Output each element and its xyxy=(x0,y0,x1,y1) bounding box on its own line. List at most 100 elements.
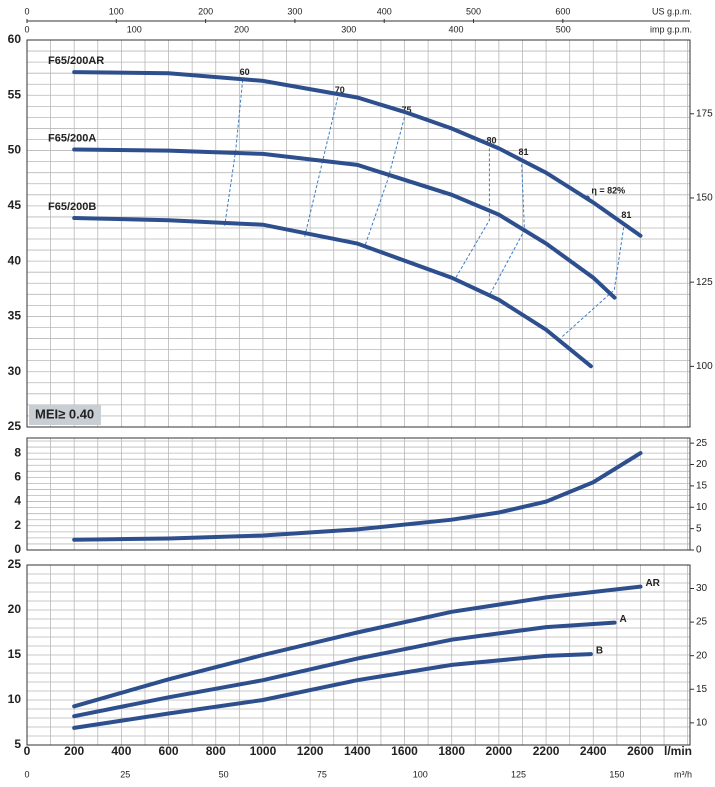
y2-tick-label: 150 xyxy=(696,193,713,204)
x-tick-label: 0 xyxy=(24,24,29,34)
y-tick-label: 15 xyxy=(8,647,22,661)
efficiency-line xyxy=(454,148,490,281)
y2-tick-label: 15 xyxy=(696,481,708,492)
annotation-point xyxy=(584,195,590,201)
curve xyxy=(72,451,643,542)
efficiency-line xyxy=(364,117,405,247)
curve-label: A xyxy=(619,614,626,625)
curve xyxy=(72,584,643,709)
curve-label: F65/200AR xyxy=(48,55,104,67)
y2-tick-label: 15 xyxy=(696,684,708,695)
x-tick-label: 400 xyxy=(111,744,131,758)
curve xyxy=(72,652,593,730)
x-tick-label: 100 xyxy=(413,769,428,779)
x-tick-label: 50 xyxy=(219,769,229,779)
y2-tick-label: 175 xyxy=(696,108,713,119)
x-tick-label: 2000 xyxy=(486,744,513,758)
efficiency-label: 80 xyxy=(486,136,496,146)
x-tick-label: 0 xyxy=(24,6,29,16)
x-tick-label: 300 xyxy=(341,24,356,34)
x-tick-label: 600 xyxy=(159,744,179,758)
curve-label: B xyxy=(596,646,603,657)
efficiency-label: 81 xyxy=(621,210,631,220)
efficiency-label: 70 xyxy=(335,85,345,95)
y2-tick-label: 100 xyxy=(696,361,713,372)
y-tick-label: 25 xyxy=(8,557,22,571)
x-tick-label: 2200 xyxy=(533,744,560,758)
x-tick-label: 125 xyxy=(511,769,526,779)
x-tick-label: 150 xyxy=(609,769,624,779)
y2-tick-label: 20 xyxy=(696,650,708,661)
y-tick-label: 35 xyxy=(8,309,22,323)
x-tick-label: 400 xyxy=(377,6,392,16)
efficiency-line xyxy=(561,222,625,338)
efficiency-label: 81 xyxy=(519,147,529,157)
x-axis-unit: l/min xyxy=(664,744,692,758)
x-tick-label: 2600 xyxy=(627,744,654,758)
curve-label: F65/200A xyxy=(48,132,96,144)
mei-box xyxy=(29,405,101,425)
curve xyxy=(72,147,617,300)
curve xyxy=(72,216,593,369)
panel-frame xyxy=(26,39,691,428)
x-tick-label: 600 xyxy=(555,6,570,16)
y2-tick-label: 0 xyxy=(696,545,702,556)
mei-label: MEI≥ 0.40 xyxy=(35,406,94,421)
panel-background xyxy=(27,40,690,427)
panel-background xyxy=(27,438,690,550)
x-tick-label: 0 xyxy=(24,744,31,758)
y-tick-label: 50 xyxy=(8,143,22,157)
y-tick-label: 20 xyxy=(8,602,22,616)
y2-tick-label: 20 xyxy=(696,459,708,470)
x-tick-label: 100 xyxy=(109,6,124,16)
curve xyxy=(72,620,617,719)
y2-tick-label: 30 xyxy=(696,583,708,594)
x-tick-label: 500 xyxy=(466,6,481,16)
y-tick-label: 10 xyxy=(8,692,22,706)
y-tick-label: 55 xyxy=(8,87,22,101)
x-tick-label: 1600 xyxy=(391,744,418,758)
y2-tick-label: 25 xyxy=(696,438,708,449)
y2-tick-label: 125 xyxy=(696,277,713,288)
y-tick-label: 30 xyxy=(8,364,22,378)
y2-tick-label: 10 xyxy=(696,502,708,513)
x-tick-label: 25 xyxy=(120,769,130,779)
x-tick-label: 800 xyxy=(206,744,226,758)
curve-label: AR xyxy=(645,578,660,589)
x-axis-unit: m³/h xyxy=(674,769,692,779)
panel-frame xyxy=(26,564,691,746)
x-axis-unit: US g.p.m. xyxy=(652,6,692,16)
annotation-label: η = 82% xyxy=(591,185,625,195)
x-tick-label: 2400 xyxy=(580,744,607,758)
panel-frame xyxy=(26,437,691,551)
x-tick-label: 1400 xyxy=(344,744,371,758)
y-tick-label: 25 xyxy=(8,419,22,433)
x-tick-label: 100 xyxy=(127,24,142,34)
x-axis-unit: imp g.p.m. xyxy=(650,24,692,34)
x-tick-label: 1200 xyxy=(297,744,324,758)
y-tick-label: 8 xyxy=(14,445,21,459)
x-tick-label: 200 xyxy=(234,24,249,34)
x-tick-label: 400 xyxy=(449,24,464,34)
x-tick-label: 300 xyxy=(287,6,302,16)
x-tick-label: 200 xyxy=(64,744,84,758)
y-tick-label: 6 xyxy=(14,470,21,484)
y2-tick-label: 25 xyxy=(696,617,708,628)
y-tick-label: 40 xyxy=(8,253,22,267)
y2-tick-label: 10 xyxy=(696,717,708,728)
x-tick-label: 1000 xyxy=(250,744,277,758)
x-tick-label: 0 xyxy=(24,769,29,779)
y-tick-label: 60 xyxy=(8,32,22,46)
x-tick-label: 500 xyxy=(556,24,571,34)
y-tick-label: 4 xyxy=(14,494,21,508)
curve-label: F65/200B xyxy=(48,201,96,213)
efficiency-line xyxy=(224,79,244,226)
y2-tick-label: 5 xyxy=(696,523,702,534)
y-tick-label: 5 xyxy=(14,737,21,751)
x-tick-label: 75 xyxy=(317,769,327,779)
curve xyxy=(72,70,643,238)
y-tick-label: 0 xyxy=(14,542,21,556)
x-tick-label: 200 xyxy=(198,6,213,16)
efficiency-label: 60 xyxy=(240,67,250,77)
